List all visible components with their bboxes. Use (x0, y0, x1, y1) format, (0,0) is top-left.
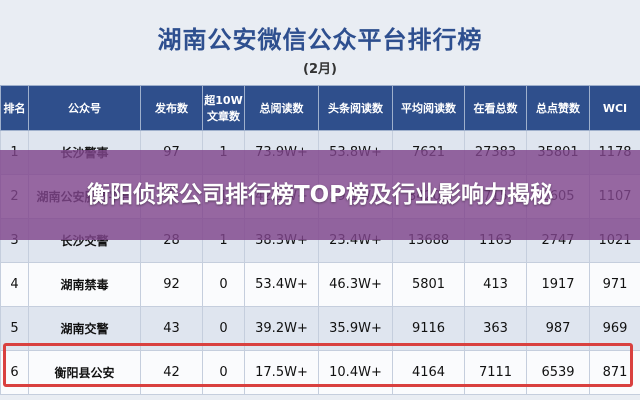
table-row: 6 衡阳县公安 42 0 17.5W+ 10.4W+ 4164 7111 6539 871 (0, 350, 640, 395)
header-cell: 总阅读数 (244, 85, 319, 131)
ranking-table: 排名 公众号 发布数 超10W文章数 总阅读数 头条阅读数 平均阅读数 在看总数 总点赞数 WCI… (0, 85, 640, 395)
table-cell: 363 (464, 306, 527, 351)
header-cell: 在看总数 (464, 85, 527, 131)
account-name: 衡阳县公安 (28, 350, 141, 395)
table-cell: 871 (589, 350, 640, 395)
table-cell: 969 (589, 306, 640, 351)
table-cell: 9116 (392, 306, 465, 351)
header-cell: 平均阅读数 (392, 85, 465, 131)
header-cell: WCI (589, 85, 640, 131)
table-row: 4 湖南禁毒 92 0 53.4W+ 46.3W+ 5801 413 1917 971 (0, 262, 640, 307)
table-row: 5 湖南交警 43 0 39.2W+ 35.9W+ 9116 363 987 969 (0, 306, 640, 351)
table-cell: 971 (589, 262, 640, 307)
table-cell: 7111 (464, 350, 527, 395)
table-cell: 35.9W+ (318, 306, 393, 351)
table-cell: 53.4W+ (244, 262, 319, 307)
table-cell: 5 (0, 306, 29, 351)
header-cell: 总点赞数 (526, 85, 590, 131)
table-cell: 43 (140, 306, 203, 351)
table-cell: 987 (526, 306, 590, 351)
table-cell: 4 (0, 262, 29, 307)
subtitle: (2月) (303, 62, 337, 77)
header-row: 排名 公众号 发布数 超10W文章数 总阅读数 头条阅读数 平均阅读数 在看总数 总点赞数 WCI (0, 85, 640, 131)
table-cell: 17.5W+ (244, 350, 319, 395)
banner: 衡阳侦探公司排行榜TOP榜及行业影响力揭秘 (0, 150, 640, 240)
table-cell: 1917 (526, 262, 590, 307)
banner-text: 衡阳侦探公司排行榜TOP榜及行业影响力揭秘 (86, 182, 554, 208)
table-cell: 0 (202, 306, 245, 351)
title: 湖南公安微信公众平台排行榜 (157, 26, 483, 54)
header-cell: 超10W文章数 (202, 85, 245, 131)
header-cell: 头条阅读数 (318, 85, 393, 131)
table-cell: 4164 (392, 350, 465, 395)
account-name: 湖南交警 (28, 306, 141, 351)
table-cell: 10.4W+ (318, 350, 393, 395)
table-cell: 0 (202, 350, 245, 395)
table-cell: 0 (202, 262, 245, 307)
table-cell: 46.3W+ (318, 262, 393, 307)
table-cell: 6539 (526, 350, 590, 395)
table-cell: 39.2W+ (244, 306, 319, 351)
table-cell: 5801 (392, 262, 465, 307)
table-cell: 413 (464, 262, 527, 307)
header-cell: 排名 (0, 85, 29, 131)
table-cell: 92 (140, 262, 203, 307)
header-cell: 发布数 (140, 85, 203, 131)
account-name: 湖南禁毒 (28, 262, 141, 307)
table-cell: 6 (0, 350, 29, 395)
header-cell: 公众号 (28, 85, 141, 131)
table-cell: 42 (140, 350, 203, 395)
